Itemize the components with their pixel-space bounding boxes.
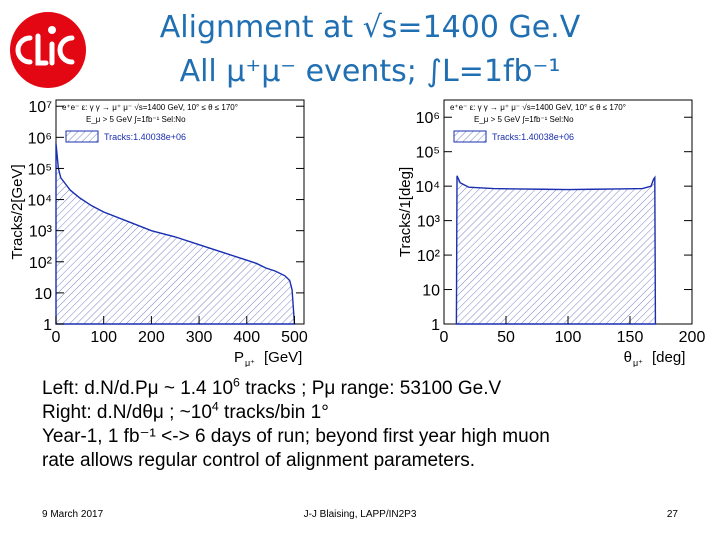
legend-swatch	[65, 130, 99, 143]
clic-logo	[6, 8, 90, 92]
x-tick-label: 200	[138, 329, 165, 346]
caption-line-3: Year-1, 1 fb⁻¹ <-> 6 days of run; beyond…	[42, 426, 550, 447]
x-tick-label: 100	[90, 329, 117, 346]
y-tick-label: 1	[431, 317, 440, 334]
y-tick-label: 10³	[29, 224, 53, 241]
y-tick-label: 10⁶	[416, 110, 440, 127]
plot-header-line-1: e⁺e⁻ ε: γ γ → μ⁺ μ⁻ √s=1400 GeV, 10° ≤ θ…	[62, 103, 238, 112]
angle-plot: 1 10 10² 10³ 10⁴ 10⁵ 10⁶ 0 50 100 150 200 Tracks/1[d…	[392, 92, 712, 367]
y-tick-label: 10⁵	[416, 145, 440, 162]
footer-date: 9 March 2017	[42, 509, 104, 520]
footer-author: J-J Blaising, LAPP/IN2P3	[303, 509, 417, 520]
x-tick-label: 500	[281, 329, 308, 346]
legend-label: Tracks:1.40038e+06	[104, 132, 186, 142]
caption: Left: d.N/d.Pμ ~ 1.4 106 tracks ; Pμ ran…	[42, 375, 702, 473]
x-tick-label: 100	[555, 329, 582, 346]
y-tick-label: 10⁷	[28, 99, 52, 116]
y-tick-label: 10⁴	[27, 193, 52, 210]
slide-title: Alignment at √s=1400 Ge.V All μ⁺μ⁻ event…	[110, 6, 630, 94]
y-tick-label: 10²	[29, 255, 53, 272]
page-number: 27	[666, 509, 678, 520]
x-tick-label: 200	[679, 329, 706, 346]
caption-line-2: Right: d.N/dθμ ; ~104 tracks/bin 1°	[42, 399, 329, 423]
plot-header-line-1: e⁺e⁻ ε: γ γ → μ⁺ μ⁻ √s=1400 GeV, 10° ≤ θ…	[450, 103, 626, 112]
plot-header-line-2: E_μ > 5 GeV ∫=1fb⁻¹ Sel:No	[86, 115, 186, 124]
caption-line-4: rate allows regular control of alignment…	[42, 450, 475, 471]
caption-line-1: Left: d.N/d.Pμ ~ 1.4 106 tracks ; Pμ ran…	[42, 375, 502, 399]
x-tick-label: 150	[617, 329, 644, 346]
x-axis-label: P	[234, 349, 244, 366]
y-tick-label: 10	[422, 283, 440, 300]
y-tick-label: 10²	[417, 248, 441, 265]
x-tick-label: 0	[440, 329, 449, 346]
x-axis-label: θ	[624, 349, 632, 366]
legend-swatch	[453, 130, 487, 143]
y-tick-label: 10³	[417, 214, 441, 231]
x-tick-label: 300	[186, 329, 213, 346]
x-axis-label-unit: [deg]	[652, 349, 685, 366]
y-axis-label: Tracks/1[deg]	[397, 167, 414, 257]
x-axis-label-sub: μ⁺	[245, 358, 255, 367]
histogram-area	[55, 143, 296, 325]
title-line-2: All μ⁺μ⁻ events; ∫L=1fb⁻¹	[179, 54, 561, 89]
x-tick-label: 400	[233, 329, 260, 346]
x-axis-label-sub: μ⁺	[633, 358, 643, 367]
y-axis-label: Tracks/2[GeV]	[9, 164, 26, 259]
plot-header-line-2: E_μ > 5 GeV ∫=1fb⁻¹ Sel:No	[474, 115, 574, 124]
y-tick-label: 1	[43, 317, 52, 334]
title-line-1: Alignment at √s=1400 Ge.V	[159, 10, 581, 45]
x-tick-label: 50	[497, 329, 515, 346]
x-tick-label: 0	[52, 329, 61, 346]
y-tick-label: 10⁶	[28, 130, 52, 147]
x-axis-label-unit: [GeV]	[264, 349, 302, 366]
angle-histogram: 1 10 10² 10³ 10⁴ 10⁵ 10⁶ 0 50 100 150 200 Tracks/1[d…	[397, 99, 706, 367]
y-tick-label: 10⁵	[28, 161, 52, 178]
y-tick-label: 10⁴	[415, 179, 440, 196]
y-tick-label: 10	[34, 286, 52, 303]
momentum-histogram: 1 10 10² 10³ 10⁴ 10⁵ 10⁶ 10⁷ 0 100 200 300 400 500 Tra…	[9, 99, 308, 367]
legend-label: Tracks:1.40038e+06	[492, 132, 574, 142]
momentum-plot: 1 10 10² 10³ 10⁴ 10⁵ 10⁶ 10⁷ 0 100 200 300 400 500 Tra…	[4, 92, 324, 367]
histogram-area	[455, 175, 657, 325]
